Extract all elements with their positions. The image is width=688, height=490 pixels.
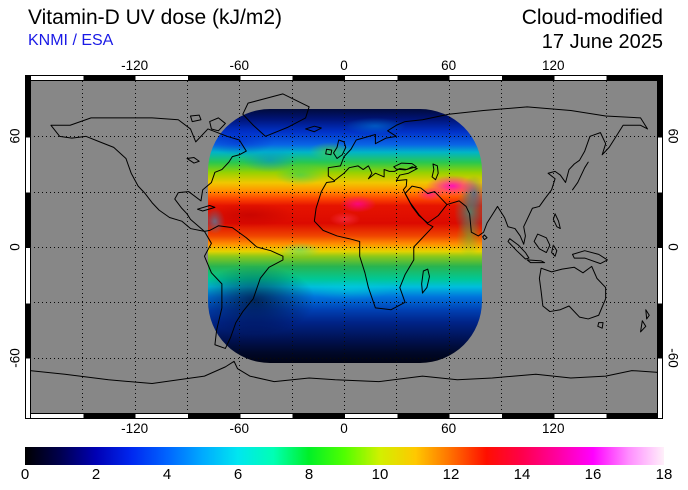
page-title: Vitamin-D UV dose (kJ/m2) bbox=[28, 6, 283, 29]
coast-americas bbox=[51, 118, 283, 349]
colorbar-tick: 10 bbox=[371, 466, 389, 483]
lat-tick-right: -60 bbox=[665, 348, 681, 368]
lon-tick-bottom: 120 bbox=[542, 421, 565, 436]
colorbar-tick: 14 bbox=[513, 466, 531, 483]
coast-uk-ireland bbox=[326, 140, 346, 158]
gridline-lat bbox=[30, 357, 658, 359]
colorbar-tick: 16 bbox=[584, 466, 602, 483]
colorbar-tick: 8 bbox=[304, 466, 314, 483]
data-source: KNMI / ESA bbox=[28, 32, 114, 49]
coast-antarctica bbox=[30, 361, 658, 383]
lon-tick-bottom: -120 bbox=[121, 421, 149, 436]
lon-tick-bottom: 60 bbox=[441, 421, 457, 436]
lon-tick-top: -120 bbox=[121, 58, 149, 73]
map-area bbox=[30, 81, 658, 413]
map-frame-bottom bbox=[25, 413, 663, 419]
colorbar-tick: 2 bbox=[91, 466, 101, 483]
coast-europe-africa bbox=[314, 125, 433, 309]
colorbar-tick: 4 bbox=[162, 466, 172, 483]
coast-greenland bbox=[243, 94, 309, 136]
coast-australia bbox=[539, 266, 649, 331]
coast-arctic-islands bbox=[190, 115, 321, 132]
colorbar-tick: 12 bbox=[442, 466, 460, 483]
coastlines-svg bbox=[30, 81, 658, 413]
colorbar-gradient bbox=[25, 447, 664, 465]
lon-tick-bottom: -60 bbox=[229, 421, 250, 436]
lon-tick-top: 120 bbox=[542, 58, 565, 73]
coast-asia bbox=[396, 107, 647, 244]
lat-tick-right: 60 bbox=[665, 128, 681, 144]
gridline-lat bbox=[30, 136, 658, 138]
colorbar-tick: 18 bbox=[655, 466, 673, 483]
colorbar-tick: 0 bbox=[20, 466, 30, 483]
date-label: 17 June 2025 bbox=[541, 31, 663, 53]
mode-label: Cloud-modified bbox=[521, 6, 663, 29]
gridline-lat bbox=[30, 247, 658, 248]
lat-tick-left: 0 bbox=[7, 243, 23, 251]
lat-tick-left: -60 bbox=[7, 348, 23, 368]
coast-cuba-lakes bbox=[187, 158, 215, 211]
lon-tick-top: 0 bbox=[340, 58, 348, 73]
lon-tick-bottom: 0 bbox=[340, 421, 348, 436]
gridline-lat bbox=[30, 302, 658, 304]
lon-tick-top: 60 bbox=[441, 58, 457, 73]
lat-tick-left: 60 bbox=[7, 128, 23, 144]
gridline-lat bbox=[30, 191, 658, 193]
coast-madagascar bbox=[422, 269, 430, 293]
coast-inland-seas bbox=[394, 163, 438, 180]
data-disk bbox=[208, 109, 482, 363]
coast-japan bbox=[573, 162, 589, 190]
lat-tick-right: 0 bbox=[665, 243, 681, 251]
lon-tick-top: -60 bbox=[229, 58, 250, 73]
colorbar-tick: 6 bbox=[233, 466, 243, 483]
coast-se-asia-islands bbox=[483, 214, 608, 264]
